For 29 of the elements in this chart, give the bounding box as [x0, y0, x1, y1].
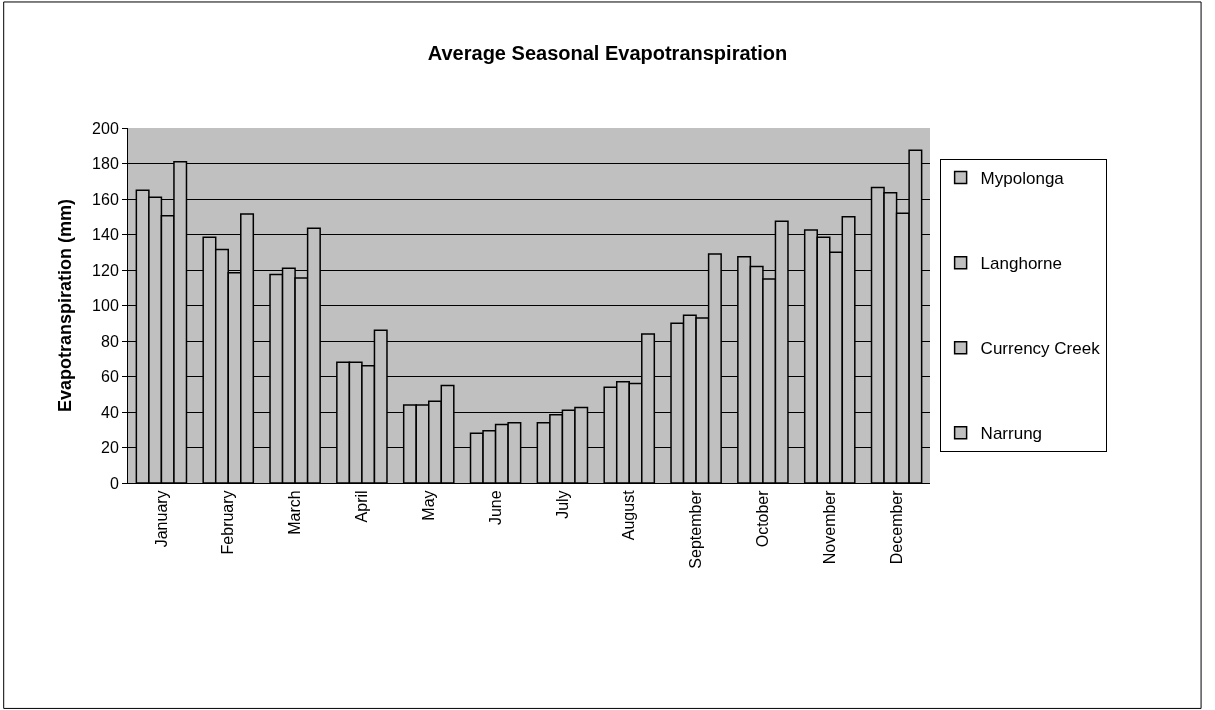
x-tick-label: May [419, 490, 437, 521]
y-tick-label: 60 [101, 368, 119, 386]
x-tick-label: March [286, 490, 304, 535]
y-tick-label: 80 [101, 332, 119, 350]
x-tick-label: July [553, 490, 571, 519]
legend-label: Currency Creek [980, 339, 1101, 359]
chart-title: Average Seasonal Evapotranspiration [427, 42, 788, 65]
y-tick-label: 40 [101, 403, 119, 421]
x-tick-label: January [152, 490, 170, 548]
x-tick-label: October [754, 489, 772, 548]
y-tick-label: 140 [92, 226, 119, 244]
y-tick-label: 20 [101, 439, 119, 457]
y-axis-title: Evapotranspiration (mm) [55, 198, 76, 413]
x-tick-label: November [820, 489, 838, 565]
x-tick-label: December [887, 489, 905, 565]
x-tick-label: April [353, 490, 371, 523]
legend-label: Langhorne [980, 254, 1062, 274]
y-tick-label: 180 [92, 155, 119, 173]
x-tick-label: September [687, 489, 705, 569]
legend-label: Narrung [980, 424, 1043, 444]
legend-label: Mypolonga [980, 169, 1065, 189]
x-tick-label: August [620, 489, 638, 541]
y-tick-label: 120 [92, 261, 119, 279]
x-tick-label: February [219, 490, 237, 555]
y-tick-label: 160 [92, 190, 119, 208]
y-tick-label: 200 [92, 119, 119, 137]
x-tick-label: June [486, 490, 504, 526]
y-tick-label: 100 [92, 297, 119, 315]
y-tick-label: 0 [109, 474, 119, 492]
